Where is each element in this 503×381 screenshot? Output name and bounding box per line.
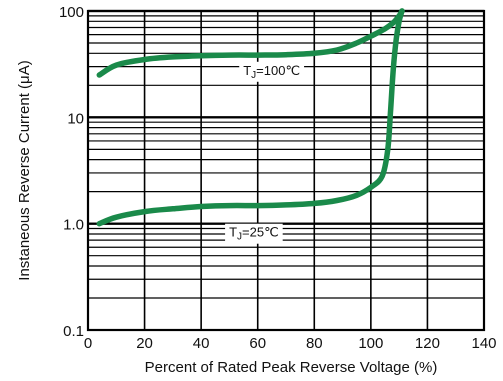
x-tick-label: 20 [136, 335, 153, 352]
y-tick-label: 0.1 [63, 323, 84, 340]
curve-annotation: TJ=25℃ [229, 225, 279, 243]
x-tick-label: 60 [249, 335, 266, 352]
y-axis-label: Instaneous Reverse Current (μA) [16, 60, 33, 280]
x-tick-label: 140 [471, 335, 496, 352]
annotation-background [239, 61, 305, 82]
y-tick-label: 10 [67, 110, 84, 127]
plot-frame [86, 9, 486, 332]
x-axis-label: Percent of Rated Peak Reverse Voltage (%… [145, 359, 438, 376]
x-tick-label: 0 [84, 335, 92, 352]
series-line-2 [96, 8, 405, 227]
x-tick-label: 120 [415, 335, 440, 352]
curve-annotation: TJ=100℃ [243, 63, 300, 81]
y-tick-label: 100 [59, 4, 84, 21]
y-tick-label: 1.0 [63, 217, 84, 234]
series-line-1 [96, 8, 405, 78]
x-tick-label: 100 [358, 335, 383, 352]
x-tick-label: 80 [306, 335, 323, 352]
annotation-background [225, 223, 283, 244]
x-tick-label: 40 [193, 335, 210, 352]
